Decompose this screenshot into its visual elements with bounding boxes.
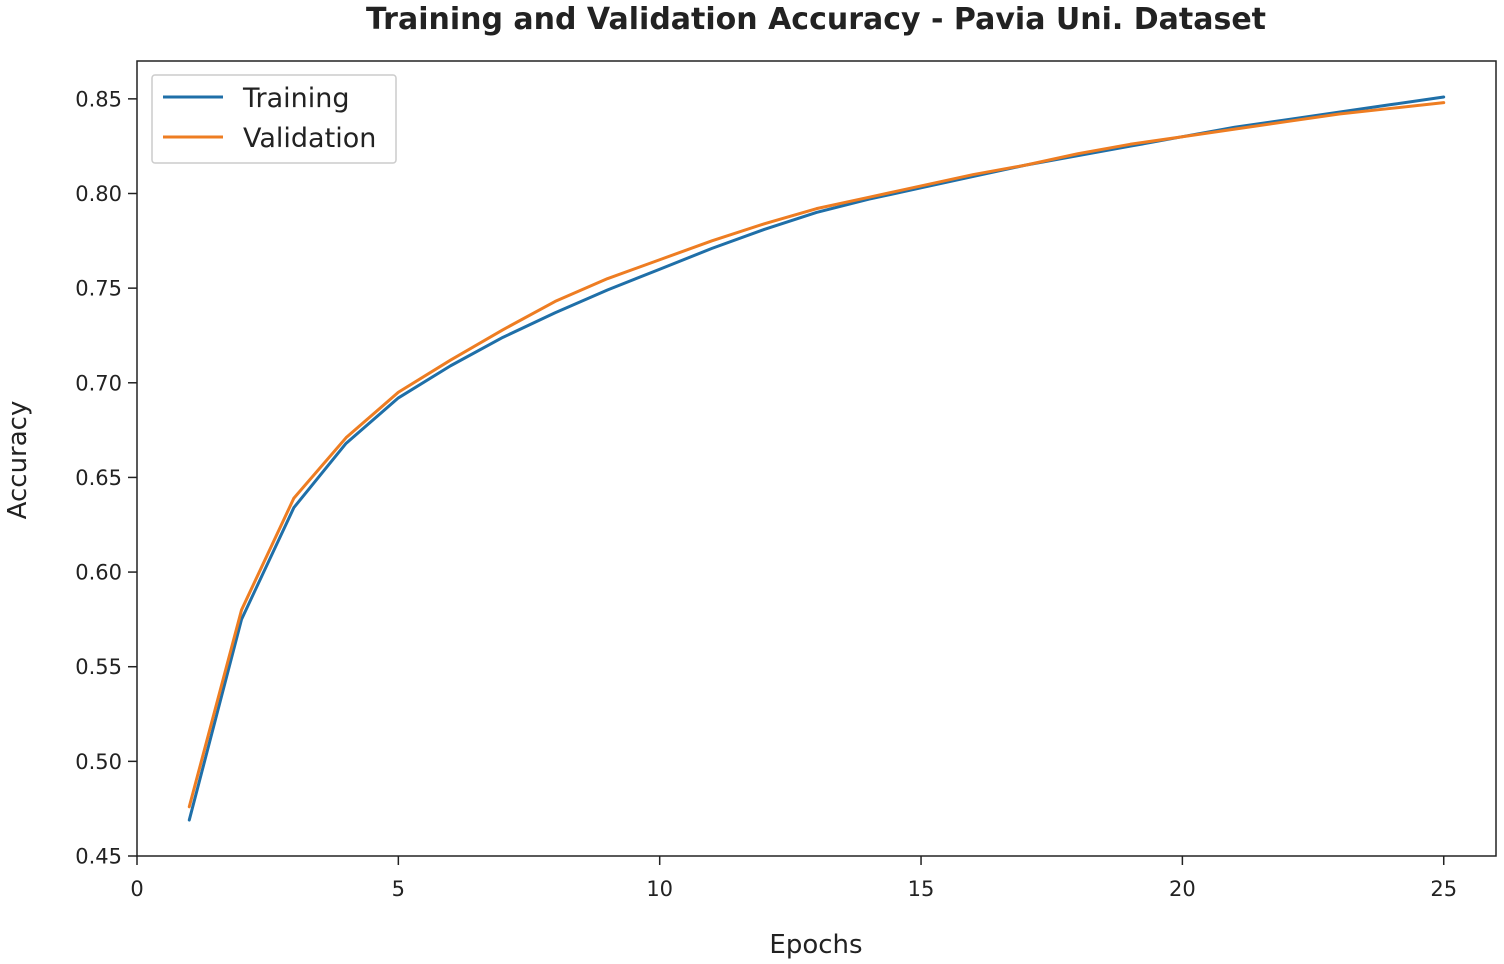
- y-tick-label: 0.45: [75, 845, 122, 869]
- x-tick-label: 10: [646, 877, 673, 901]
- x-axis: 0 5 10 15 20 25: [130, 856, 1457, 901]
- legend-label-validation: Validation: [243, 123, 376, 154]
- legend: Training Validation: [151, 74, 397, 164]
- x-tick-label: 20: [1169, 877, 1196, 901]
- x-tick-label: 0: [130, 877, 143, 901]
- y-axis: 0.45 0.50 0.55 0.60 0.65 0.70 0.75 0.80 0.85: [75, 87, 137, 869]
- series-line-training: [187, 95, 1446, 822]
- y-tick-label: 0.75: [75, 277, 122, 301]
- x-tick-label: 15: [908, 877, 935, 901]
- series-line-validation: [187, 101, 1446, 809]
- x-axis-label: Epochs: [769, 930, 862, 960]
- x-tick-label: 25: [1430, 877, 1457, 901]
- y-tick-label: 0.50: [75, 750, 122, 774]
- series-layer: [187, 95, 1446, 822]
- y-axis-label: Accuracy: [3, 401, 33, 520]
- y-tick-label: 0.65: [75, 466, 122, 490]
- chart-title: Training and Validation Accuracy - Pavia…: [366, 2, 1266, 37]
- y-tick-label: 0.85: [75, 87, 122, 111]
- legend-label-training: Training: [242, 83, 350, 114]
- y-tick-label: 0.80: [75, 182, 122, 206]
- y-tick-label: 0.55: [75, 655, 122, 679]
- x-tick-label: 5: [392, 877, 405, 901]
- plot-area: [136, 60, 1497, 857]
- y-tick-label: 0.60: [75, 561, 122, 585]
- y-tick-label: 0.70: [75, 371, 122, 395]
